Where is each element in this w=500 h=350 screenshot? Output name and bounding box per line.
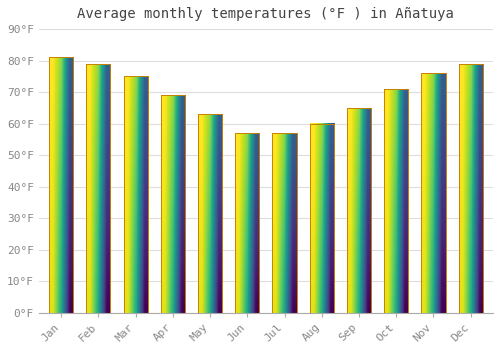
Bar	[160, 95, 185, 313]
Title: Average monthly temperatures (°F ) in Añatuya: Average monthly temperatures (°F ) in Añ…	[78, 7, 454, 21]
Bar	[198, 114, 222, 313]
Bar	[310, 124, 334, 313]
Bar	[86, 64, 110, 313]
Bar	[124, 76, 148, 313]
Bar	[272, 133, 296, 313]
Bar	[458, 64, 483, 313]
Bar	[422, 73, 446, 313]
Bar	[347, 108, 371, 313]
Bar	[235, 133, 260, 313]
Bar	[384, 89, 408, 313]
Bar	[49, 57, 73, 313]
